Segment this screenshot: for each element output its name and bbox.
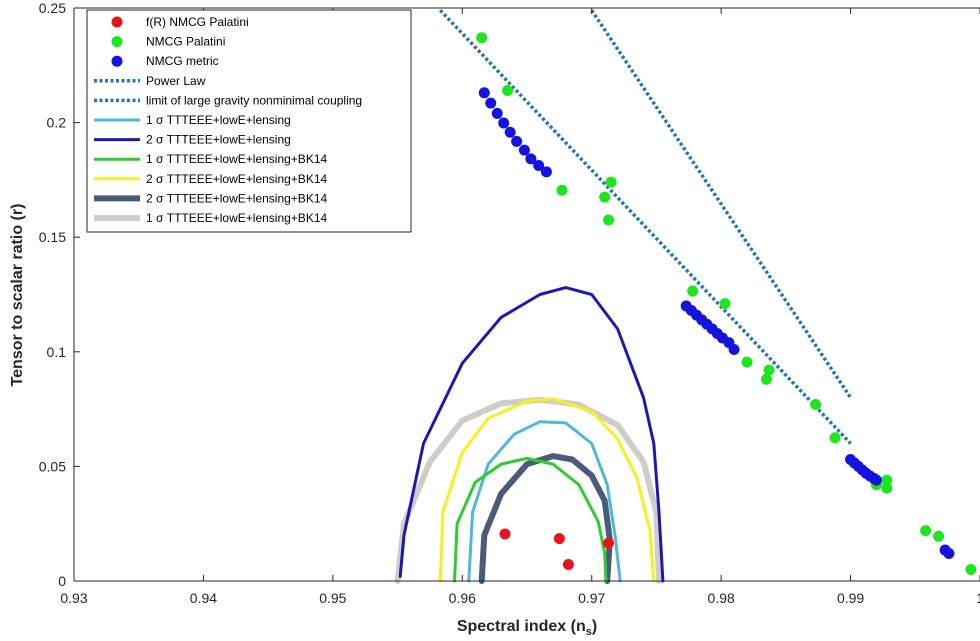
- x-tick-label: 1: [976, 590, 980, 606]
- data-point: [810, 399, 822, 411]
- legend-label: 1 σ TTTEEE+lowE+lensing+BK14: [146, 152, 327, 166]
- x-tick-label: 0.98: [708, 590, 735, 606]
- data-point: [965, 564, 977, 576]
- data-point: [485, 97, 497, 109]
- legend-label: NMCG metric: [146, 54, 219, 68]
- data-point: [478, 87, 490, 99]
- data-point: [540, 166, 552, 178]
- data-point: [687, 285, 699, 297]
- series-line-4: [439, 9, 852, 445]
- data-point: [741, 356, 753, 368]
- legend-label: f(R) NMCG Palatini: [146, 15, 249, 29]
- data-point: [760, 373, 772, 385]
- axes: [73, 7, 980, 582]
- legend-label: 2 σ TTTEEE+lowE+lensing: [146, 133, 291, 147]
- y-tick-label: 0: [58, 573, 66, 589]
- plot-area: [394, 9, 977, 584]
- x-tick-label: 0.99: [837, 590, 864, 606]
- series-line-8: [438, 397, 656, 583]
- data-point: [870, 474, 882, 486]
- data-point: [553, 533, 565, 545]
- legend-label: NMCG Palatini: [146, 35, 225, 49]
- data-point: [502, 85, 514, 97]
- data-point: [719, 298, 731, 310]
- legend-label: 2 σ TTTEEE+lowE+lensing+BK14: [146, 172, 327, 186]
- data-point: [881, 474, 893, 486]
- data-point: [556, 184, 568, 196]
- legend-marker: [111, 55, 123, 67]
- series-line-5: [467, 420, 622, 583]
- x-tick-label: 0.96: [449, 590, 476, 606]
- y-tick-label: 0.25: [39, 0, 66, 16]
- data-point: [605, 176, 617, 188]
- series-line-6: [398, 286, 665, 583]
- data-point: [920, 525, 932, 537]
- legend-box: [86, 9, 412, 233]
- legend: f(R) NMCG Palatini NMCG Palatini NMCG metr…: [86, 9, 412, 233]
- data-point: [881, 482, 893, 494]
- data-point: [533, 159, 545, 171]
- data-point: [498, 117, 510, 129]
- ticks: 0.93 0.94 0.95 0.96 0.97 0.98 0.99 1 0 0.05 0.1 0.1…: [39, 0, 980, 606]
- series-line-9: [478, 453, 613, 584]
- data-point: [933, 530, 945, 542]
- series-line-7: [453, 456, 608, 583]
- data-point: [763, 364, 775, 376]
- data-point: [829, 432, 841, 444]
- data-point: [603, 214, 615, 226]
- y-tick-label: 0.1: [47, 344, 67, 360]
- y-tick-label: 0.15: [39, 229, 66, 245]
- legend-label: limit of large gravity nonminimal coupli…: [146, 93, 362, 107]
- data-point: [518, 144, 530, 156]
- data-point: [943, 547, 955, 559]
- x-tick-label: 0.95: [319, 590, 346, 606]
- x-tick-label: 0.97: [578, 590, 605, 606]
- y-tick-label: 0.2: [47, 115, 67, 131]
- y-tick-label: 0.05: [39, 458, 66, 474]
- legend-label: 2 σ TTTEEE+lowE+lensing+BK14: [146, 191, 327, 205]
- data-point: [499, 528, 511, 540]
- legend-label: 1 σ TTTEEE+lowE+lensing+BK14: [146, 211, 327, 225]
- legend-label: Power Law: [146, 74, 206, 88]
- data-point: [562, 558, 574, 570]
- legend-marker: [111, 36, 123, 48]
- data-point: [525, 153, 537, 165]
- y-axis-label: Tensor to scalar ratio (r): [9, 204, 26, 387]
- data-point: [511, 135, 523, 147]
- data-point: [599, 191, 611, 203]
- x-tick-label: 0.94: [190, 590, 217, 606]
- data-point: [728, 344, 740, 356]
- x-axis-label: Spectral index (ns): [457, 618, 597, 638]
- data-point: [476, 32, 488, 44]
- series-line-3: [590, 9, 853, 399]
- data-point: [491, 107, 503, 119]
- x-tick-label: 0.93: [60, 590, 87, 606]
- data-point: [504, 126, 516, 138]
- legend-label: 1 σ TTTEEE+lowE+lensing: [146, 113, 291, 127]
- legend-marker: [111, 16, 123, 28]
- data-point: [603, 537, 615, 549]
